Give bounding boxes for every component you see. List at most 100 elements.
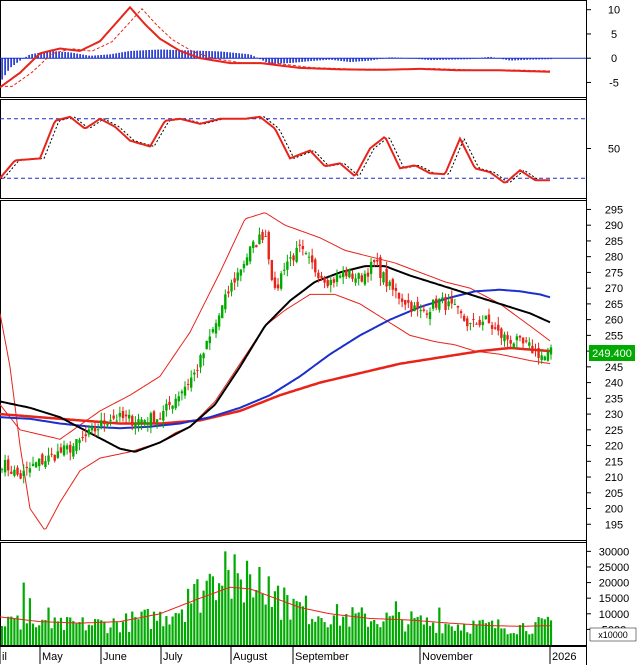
candle-body — [531, 345, 534, 354]
volume-bar — [450, 626, 453, 645]
macd-histogram-bar — [262, 58, 264, 61]
volume-bar — [342, 616, 345, 645]
candle-body — [314, 259, 317, 273]
volume-bar — [155, 620, 159, 645]
volume-bar — [165, 616, 168, 645]
volume-bar — [432, 622, 435, 645]
macd-histogram-bar — [94, 55, 96, 59]
volume-bar — [255, 589, 258, 645]
volume-bar — [441, 633, 444, 645]
macd-histogram-bar — [385, 57, 387, 59]
candle-body — [214, 323, 218, 334]
volume-bar — [35, 627, 38, 645]
volume-bar — [292, 598, 295, 645]
price-y-tick-label: 240 — [605, 378, 623, 390]
candle-body — [404, 300, 407, 305]
candle-body — [131, 415, 134, 426]
candle-body — [487, 314, 491, 324]
candle-body — [143, 420, 146, 425]
macd-histogram-bar — [13, 58, 15, 65]
macd-histogram-bar — [202, 50, 204, 59]
volume-bar — [484, 623, 487, 645]
volume-unit-box — [589, 627, 637, 642]
month-label: November — [422, 651, 473, 663]
macd-histogram-bar — [136, 50, 138, 59]
macd-histogram-bar — [175, 49, 177, 59]
volume-bar — [413, 618, 416, 645]
price-y-tick-label: 215 — [605, 456, 623, 468]
volume-y-tick-label: 15000 — [599, 593, 630, 605]
macd-histogram-bar — [406, 58, 408, 59]
volume-bar — [490, 620, 494, 645]
volume-bar — [525, 631, 528, 645]
macd-histogram-bar — [424, 58, 426, 60]
macd-histogram-bar — [139, 50, 141, 59]
macd-histogram-bar — [529, 58, 531, 60]
volume-bar — [456, 624, 460, 645]
candlesticks — [0, 227, 553, 484]
macd-histogram-bar — [19, 58, 21, 61]
candle-body — [28, 468, 32, 473]
candle-body — [134, 423, 137, 429]
volume-bar — [385, 612, 388, 645]
macd-histogram-bar — [109, 54, 111, 59]
candle-body — [248, 246, 252, 262]
candle-body — [466, 318, 469, 327]
volume-bar — [177, 613, 180, 645]
candle-body — [279, 273, 283, 289]
macd-histogram-bar — [541, 58, 543, 60]
volume-bar — [171, 616, 174, 645]
macd-histogram-bar — [16, 58, 18, 63]
candle-body — [444, 296, 447, 311]
macd-histogram-bar — [127, 51, 129, 59]
macd-histogram-bar — [28, 54, 30, 59]
volume-bar — [453, 630, 456, 645]
candle-body — [16, 467, 19, 475]
candle-body — [419, 310, 422, 312]
macd-histogram-bar — [358, 58, 360, 62]
macd-y-tick-label: 5 — [611, 29, 617, 41]
volume-bar — [93, 619, 97, 645]
macd-histogram-bar — [58, 51, 60, 59]
macd-histogram-bar — [184, 50, 186, 59]
candle-body — [252, 241, 255, 248]
volume-bar — [472, 620, 475, 645]
volume-bar — [7, 616, 10, 645]
macd-histogram-bar — [460, 58, 462, 60]
volume-bar — [515, 634, 518, 645]
volume-bar — [62, 629, 66, 645]
macd-histogram-bar — [439, 58, 441, 60]
candle-body — [388, 281, 391, 286]
macd-histogram-bar — [250, 54, 252, 59]
candle-body — [484, 315, 488, 320]
macd-histogram-bar — [208, 51, 210, 59]
macd-signal-line — [0, 8, 550, 87]
macd-histogram-bar — [391, 57, 393, 59]
volume-bar — [106, 633, 109, 645]
volume-bar — [38, 625, 41, 645]
candle-body — [34, 462, 38, 468]
candle-body — [69, 444, 72, 453]
volume-bar — [435, 632, 438, 645]
volume-bar — [211, 576, 215, 645]
candle-body — [44, 461, 47, 468]
volume-bar — [338, 625, 342, 645]
month-label: September — [295, 651, 349, 663]
candle-body — [72, 446, 75, 457]
bollinger-lower-band — [0, 293, 551, 530]
candle-body — [186, 383, 190, 385]
candle-body — [425, 313, 429, 315]
macd-panel-frame — [0, 0, 587, 98]
candle-body — [50, 453, 53, 455]
macd-histogram-bar — [100, 54, 102, 59]
price-y-tick-label: 260 — [605, 315, 623, 327]
volume-bar — [295, 601, 298, 645]
macd-histogram-bar — [418, 58, 420, 60]
volume-bar — [351, 607, 354, 645]
macd-histogram-bar — [508, 58, 510, 61]
volume-bar — [193, 583, 196, 645]
volume-bar — [103, 621, 106, 645]
volume-bar — [50, 628, 53, 645]
macd-histogram-bar — [205, 50, 207, 59]
